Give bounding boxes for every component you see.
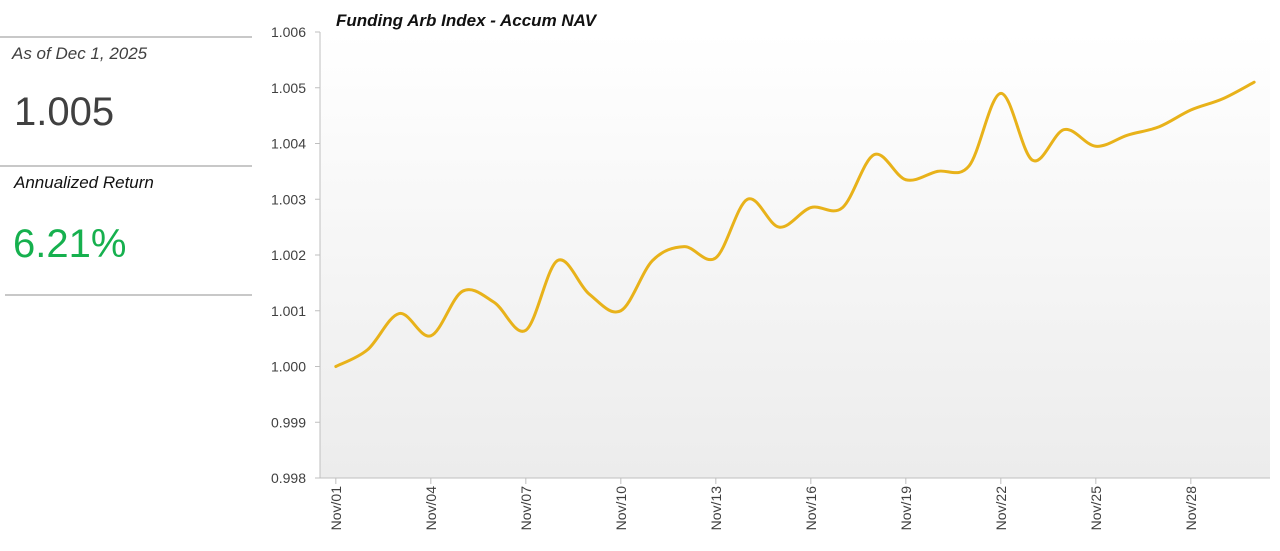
x-tick-label: Nov/22 <box>993 486 1009 531</box>
data-point <box>935 168 941 174</box>
chart-canvas: 0.998 0.999 1.000 1.001 1.002 1.003 1.004 1.005… <box>271 24 1270 531</box>
data-point <box>966 163 972 169</box>
series-group <box>333 79 1257 370</box>
chart-title: Funding Arb Index - Accum NAV <box>336 11 597 30</box>
divider-top <box>0 36 252 38</box>
x-tick-label: Nov/04 <box>423 486 439 531</box>
y-tick-label: 1.005 <box>271 80 306 96</box>
data-point <box>523 327 529 333</box>
y-axis: 0.998 0.999 1.000 1.001 1.002 1.003 1.004 1.005… <box>271 24 321 486</box>
data-point <box>1188 107 1194 113</box>
data-point <box>1061 127 1067 133</box>
data-point <box>808 205 814 211</box>
y-tick-label: 1.000 <box>271 359 306 375</box>
x-tick-label: Nov/28 <box>1183 486 1199 531</box>
data-point <box>396 311 402 317</box>
annualized-return-label: Annualized Return <box>14 173 154 192</box>
data-point <box>1030 157 1036 163</box>
data-point <box>1125 132 1131 138</box>
divider-bottom <box>5 294 252 296</box>
x-tick-label: Nov/13 <box>708 486 724 531</box>
y-tick-label: 1.004 <box>271 136 306 152</box>
annualized-return-value: 6.21% <box>13 222 127 266</box>
data-point <box>1156 124 1162 130</box>
data-point <box>460 288 466 294</box>
data-point <box>998 90 1004 96</box>
x-tick-label: Nov/01 <box>328 486 344 531</box>
data-point <box>903 177 909 183</box>
y-tick-label: 1.002 <box>271 247 306 263</box>
data-point <box>681 244 687 250</box>
data-point <box>650 258 656 264</box>
data-point <box>1220 96 1226 102</box>
nav-value: 1.005 <box>14 90 115 134</box>
x-tick-label: Nov/16 <box>803 486 819 531</box>
data-point <box>1093 143 1099 149</box>
data-point <box>555 258 561 264</box>
data-point <box>586 291 592 297</box>
x-tick-label: Nov/10 <box>613 486 629 531</box>
y-tick-label: 1.003 <box>271 191 306 207</box>
data-point <box>871 152 877 158</box>
divider-middle <box>0 165 252 167</box>
y-tick-label: 1.001 <box>271 303 306 319</box>
series-line-accum-nav <box>334 80 1256 368</box>
data-point <box>428 333 434 339</box>
y-tick-label: 1.006 <box>271 24 306 40</box>
data-point <box>745 196 751 202</box>
stats-panel: As of Dec 1, 2025 1.005 Annualized Retur… <box>0 0 252 551</box>
x-tick-label: Nov/25 <box>1088 486 1104 531</box>
data-point <box>1251 79 1257 85</box>
data-point <box>491 299 497 305</box>
data-point <box>333 364 339 370</box>
data-point <box>713 255 719 261</box>
data-point <box>776 224 782 230</box>
x-axis: Nov/01 Nov/04 Nov/07 Nov/10 Nov/13 Nov/16 Nov/… <box>320 477 1270 531</box>
data-point <box>365 347 371 353</box>
nav-line-chart: Funding Arb Index - Accum NAV 0.998 0.999… <box>252 0 1280 551</box>
data-point <box>840 205 846 211</box>
x-tick-label: Nov/07 <box>518 486 534 531</box>
data-point <box>618 308 624 314</box>
y-tick-label: 0.999 <box>271 414 306 430</box>
x-tick-label: Nov/19 <box>898 486 914 531</box>
plot-area <box>320 32 1270 478</box>
y-tick-label: 0.998 <box>271 470 306 486</box>
as-of-date-label: As of Dec 1, 2025 <box>12 44 148 63</box>
